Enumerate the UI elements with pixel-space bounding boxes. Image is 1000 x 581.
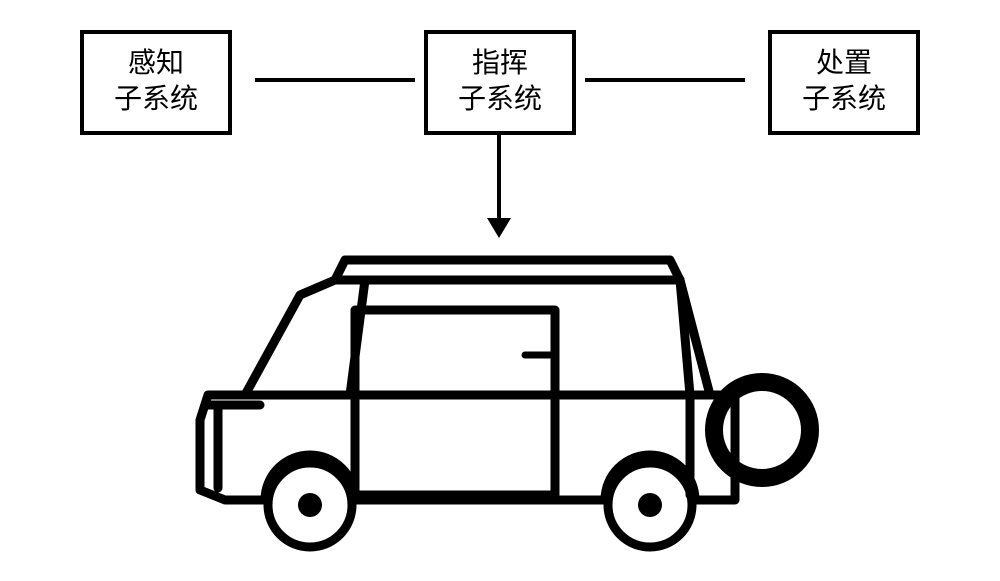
- connector-command-disposal: [585, 78, 745, 82]
- disposal-line2: 子系统: [802, 82, 886, 118]
- perception-line2: 子系统: [114, 82, 198, 118]
- perception-line1: 感知: [114, 46, 198, 82]
- command-line1: 指挥: [458, 46, 542, 82]
- connector-perception-command: [255, 78, 415, 82]
- disposal-subsystem-box: 处置 子系统: [768, 30, 920, 135]
- vehicle-svg: [170, 240, 830, 570]
- perception-subsystem-box: 感知 子系统: [80, 30, 232, 135]
- diagram-container: 感知 子系统 指挥 子系统 处置 子系统: [80, 30, 920, 135]
- disposal-line1: 处置: [802, 46, 886, 82]
- command-line2: 子系统: [458, 82, 542, 118]
- vehicle-icon: [170, 240, 830, 575]
- command-subsystem-box: 指挥 子系统: [424, 30, 576, 135]
- subsystem-boxes-row: 感知 子系统 指挥 子系统 处置 子系统: [80, 30, 920, 135]
- arrow-head-icon: [487, 218, 511, 238]
- arrow-shaft: [497, 130, 501, 220]
